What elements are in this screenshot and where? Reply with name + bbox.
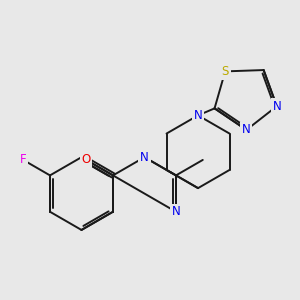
Text: N: N: [242, 123, 251, 136]
Text: O: O: [82, 153, 91, 167]
Text: N: N: [272, 100, 281, 113]
Text: S: S: [221, 65, 229, 78]
Text: N: N: [172, 205, 180, 218]
Text: N: N: [140, 151, 149, 164]
Text: N: N: [194, 109, 203, 122]
Text: F: F: [20, 153, 26, 167]
